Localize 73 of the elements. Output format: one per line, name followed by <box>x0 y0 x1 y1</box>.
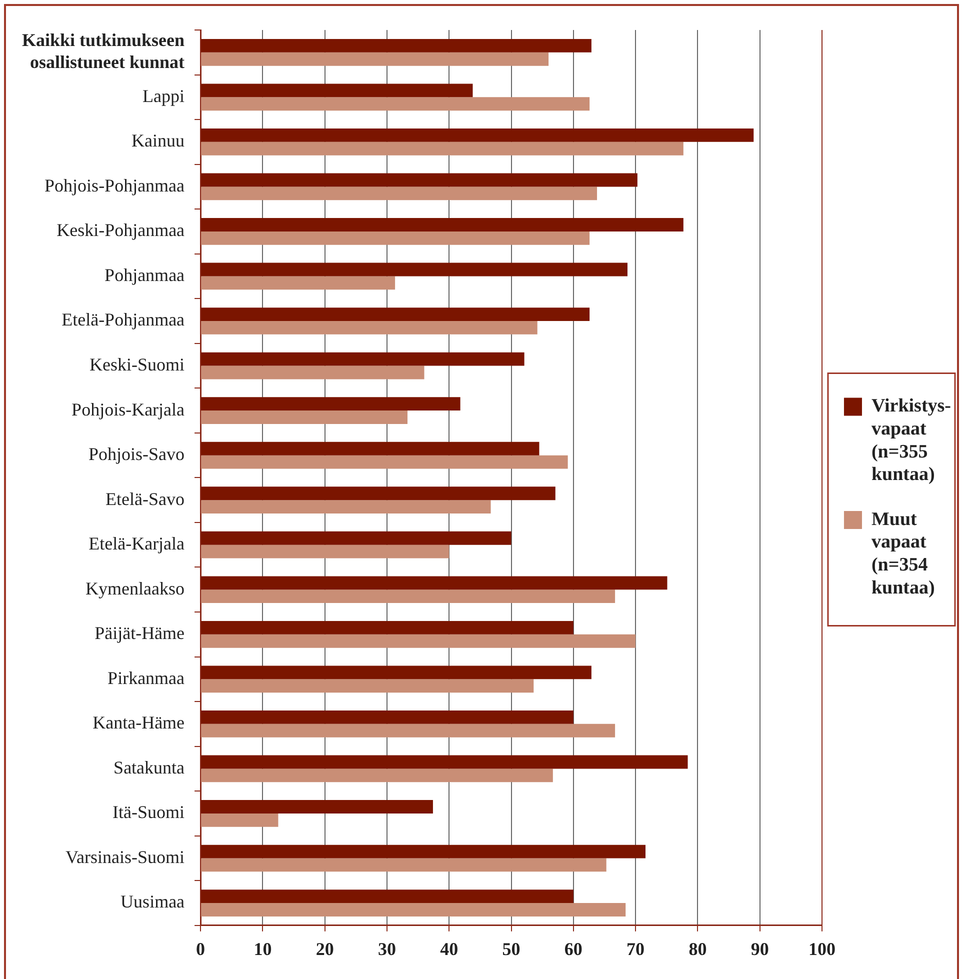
bar <box>201 813 278 827</box>
bar <box>201 486 556 500</box>
y-tick-label: Itä-Suomi <box>112 802 185 822</box>
bar <box>201 903 626 916</box>
x-tick-label: 70 <box>626 938 645 959</box>
bar <box>201 397 460 411</box>
y-tick-label: Etelä-Pohjanmaa <box>62 310 185 330</box>
y-tick-label: Lappi <box>142 86 185 106</box>
bar <box>201 800 433 814</box>
x-tick-label: 100 <box>808 938 836 959</box>
bar <box>201 97 590 111</box>
x-tick-label: 60 <box>564 938 582 959</box>
bar <box>201 410 408 424</box>
y-tick-label: Kainuu <box>132 130 185 151</box>
y-tick-label: Uusimaa <box>120 892 185 912</box>
x-tick-label: 20 <box>316 938 334 959</box>
y-tick-label: Varsinais-Suomi <box>66 846 185 867</box>
bar <box>201 52 549 66</box>
bar <box>201 442 540 456</box>
bar <box>201 308 590 322</box>
legend-label: Muut vapaat (n=354 kuntaa) <box>871 508 935 598</box>
bar <box>201 142 684 156</box>
x-tick-label: 10 <box>254 938 272 959</box>
y-tick-label: Pohjanmaa <box>104 264 185 285</box>
x-tick-label: 80 <box>688 938 707 959</box>
x-tick-label: 50 <box>502 938 520 959</box>
bar <box>201 128 754 142</box>
y-tick-label: Etelä-Karjala <box>88 534 185 554</box>
y-tick-label: Kymenlaakso <box>86 578 185 598</box>
bar <box>201 366 424 380</box>
bar <box>201 576 668 590</box>
y-tick-label: Pohjois-Pohjanmaa <box>44 175 185 196</box>
bar <box>201 544 450 558</box>
y-tick-label: Etelä-Savo <box>106 488 185 509</box>
bar <box>201 38 592 52</box>
x-tick-label: 30 <box>378 938 396 959</box>
bar <box>201 231 590 245</box>
bar <box>201 531 512 545</box>
bar <box>201 858 606 872</box>
y-tick-label: Pohjois-Savo <box>88 444 185 464</box>
bar <box>201 666 592 680</box>
bar <box>201 262 628 276</box>
bar <box>201 173 638 187</box>
legend-label: Virkistys-vapaat (n=355 kuntaa) <box>871 396 952 486</box>
x-tick-label: 90 <box>750 938 769 959</box>
bar <box>201 321 538 334</box>
bar <box>201 218 684 232</box>
y-tick-label: Keski-Pohjanmaa <box>56 220 185 240</box>
y-tick-label: Kaikki tutkimukseen osallistuneet kunnat <box>22 30 185 72</box>
y-tick-label: Päijät-Häme <box>94 623 185 644</box>
bar <box>201 276 396 290</box>
bar <box>201 455 568 469</box>
y-tick-label: Pirkanmaa <box>108 668 185 688</box>
y-tick-label: Pohjois-Karjala <box>72 399 185 420</box>
y-tick-label: Keski-Suomi <box>90 354 185 375</box>
bar <box>201 590 616 604</box>
bar <box>201 710 574 724</box>
bar <box>201 186 598 200</box>
bar <box>201 890 574 904</box>
bar <box>201 755 688 769</box>
bar <box>201 352 524 366</box>
bar <box>201 634 636 648</box>
x-tick-label: 40 <box>440 938 458 959</box>
bar <box>201 620 574 634</box>
bar <box>201 500 491 514</box>
bar <box>201 844 646 858</box>
bar <box>201 768 553 782</box>
bar <box>201 724 616 738</box>
bar <box>201 84 473 98</box>
y-tick-label: Satakunta <box>114 757 185 778</box>
bar <box>201 679 534 693</box>
x-tick-label: 0 <box>196 938 206 959</box>
y-tick-label: Kanta-Häme <box>92 712 185 733</box>
